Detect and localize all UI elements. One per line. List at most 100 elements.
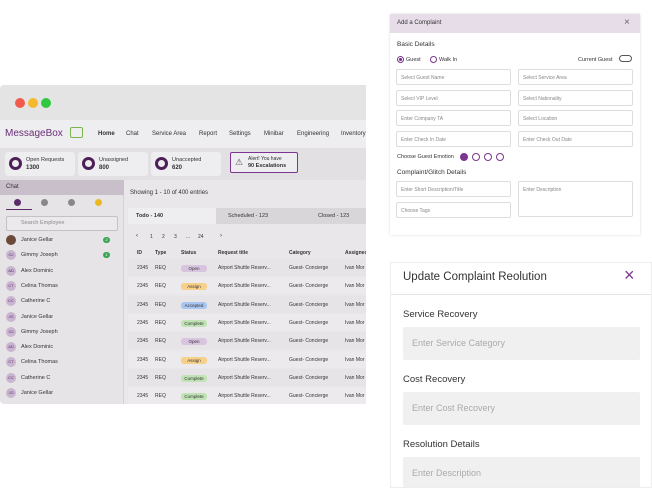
- placeholder: Choose Tags: [401, 208, 431, 214]
- nav-item[interactable]: Settings: [229, 131, 251, 137]
- input-field[interactable]: Enter Service Category: [403, 327, 640, 360]
- close-dot: [15, 98, 25, 108]
- contact-name[interactable]: Catherine C: [21, 298, 51, 305]
- status-tab[interactable]: Closed - 123: [318, 213, 350, 219]
- prev[interactable]: ‹: [136, 233, 138, 239]
- next[interactable]: ›: [220, 233, 222, 239]
- input-field[interactable]: Enter Company TA: [396, 110, 511, 127]
- cell: 2345: [137, 265, 149, 271]
- input-field[interactable]: Enter Check Out Date: [518, 131, 633, 148]
- page-number[interactable]: 2: [162, 234, 165, 240]
- contact-name[interactable]: Gimmy Joseph: [21, 328, 58, 335]
- logo: MessageBox: [5, 128, 63, 139]
- cell: REQ: [155, 393, 166, 400]
- input-field[interactable]: Enter Check In Date: [396, 131, 511, 148]
- input-field[interactable]: Select VIP Level: [396, 89, 511, 106]
- input-field[interactable]: Enter Short Description/Title: [396, 181, 511, 197]
- select-field[interactable]: Choose Tags: [396, 202, 511, 218]
- search-box: [6, 216, 118, 231]
- stat-label: Unassigned: [99, 157, 129, 163]
- alert-card[interactable]: ⚠ Alert! You have 90 Escalations: [230, 152, 298, 173]
- radio[interactable]: [397, 56, 404, 63]
- placeholder: Enter Description: [412, 468, 482, 478]
- chat-tab-icon[interactable]: [14, 199, 21, 206]
- input-field[interactable]: Select Guest Name: [396, 69, 511, 85]
- nav-item[interactable]: Minibar: [264, 131, 284, 137]
- cell: REQ: [155, 283, 166, 290]
- status-pill: Complete: [181, 319, 207, 327]
- chat-tab-icon[interactable]: [68, 199, 75, 206]
- status-tab[interactable]: Todo - 140: [136, 213, 164, 219]
- nav-item[interactable]: Chat: [126, 131, 139, 137]
- section-label: Service Recovery: [403, 309, 478, 320]
- contact-name[interactable]: Janice Gellar: [21, 390, 54, 396]
- avatar: [6, 235, 16, 245]
- nav-item[interactable]: Inventory: [341, 131, 366, 137]
- input-field[interactable]: Enter Description: [403, 457, 640, 487]
- cell: 2345: [137, 301, 149, 308]
- radio[interactable]: [430, 56, 437, 63]
- emotion-icon[interactable]: [496, 153, 504, 161]
- avatar: CT: [6, 280, 16, 291]
- nav-item[interactable]: Report: [199, 131, 218, 137]
- cell: Ivan Mor: [345, 338, 365, 345]
- placeholder: Enter Service Category: [412, 338, 506, 348]
- input-field[interactable]: Select Location: [518, 110, 633, 127]
- stat-label: Unaccepted: [172, 157, 202, 163]
- status-tab[interactable]: Scheduled - 123: [228, 213, 269, 219]
- close-icon[interactable]: ×: [624, 265, 635, 285]
- add-complaint-panel: × Add a Complaint Basic Details Guest Walk …: [390, 14, 640, 235]
- emotion-icon[interactable]: [484, 153, 492, 161]
- contact-name[interactable]: Celina Thomas: [21, 282, 58, 289]
- cell: Guest- Concierge: [289, 319, 329, 326]
- toggle[interactable]: [619, 55, 632, 62]
- cell: Ivan Mor: [345, 319, 365, 326]
- search-placeholder[interactable]: Search Employee: [21, 220, 65, 226]
- close-icon[interactable]: ×: [624, 17, 630, 28]
- section-label: Resolution Details: [403, 439, 480, 450]
- page-number[interactable]: 3: [174, 234, 177, 240]
- nav-item[interactable]: Engineering: [297, 131, 330, 137]
- placeholder: Enter Description: [523, 187, 562, 193]
- avatar: JG: [6, 311, 16, 322]
- section-label: Cost Recovery: [403, 374, 466, 385]
- page-number[interactable]: 1: [150, 234, 153, 240]
- avatar: CC: [6, 372, 16, 383]
- contact-name[interactable]: Alex Dominic: [21, 267, 54, 274]
- cell: Airport Shuttle Reserv...: [218, 319, 271, 326]
- page-number[interactable]: ...: [186, 234, 191, 240]
- cell: Ivan Mor: [345, 283, 365, 290]
- active-tab: [128, 208, 216, 224]
- avatar: AD: [6, 342, 16, 353]
- cell: 2345: [137, 393, 149, 400]
- contact-name[interactable]: Alex Dominic: [21, 344, 54, 351]
- stat-icon: [82, 157, 95, 170]
- chat-tab-icon[interactable]: [41, 199, 48, 206]
- panel-header: [390, 14, 640, 33]
- contact-name[interactable]: Celina Thomas: [21, 359, 58, 366]
- nav-bar: [0, 120, 366, 148]
- stat-value: 620: [172, 165, 183, 171]
- radio-label: Walk In: [439, 57, 458, 63]
- contact-name[interactable]: Catherine C: [21, 374, 51, 381]
- input-field[interactable]: Select Service Area: [518, 69, 633, 85]
- contact-name[interactable]: Gimmy Joseph: [21, 252, 58, 259]
- emotion-icon[interactable]: [460, 153, 468, 161]
- stat-icon: [9, 157, 22, 170]
- status-pill: Accepted: [181, 301, 207, 309]
- nav-item[interactable]: Home: [98, 131, 115, 137]
- column-header: ID: [137, 250, 142, 256]
- input-field[interactable]: Select Nationality: [518, 89, 633, 106]
- contact-name[interactable]: Janice Gellar: [21, 237, 54, 243]
- avatar: AD: [6, 265, 16, 276]
- stat-label: Open Requests: [26, 157, 65, 163]
- page-number[interactable]: 24: [198, 234, 204, 240]
- textarea[interactable]: Enter Description: [518, 181, 633, 217]
- input-field[interactable]: Enter Cost Recovery: [403, 392, 640, 425]
- nav-item[interactable]: Service Area: [152, 131, 187, 137]
- min-dot: [28, 98, 38, 108]
- emotion-icon[interactable]: [472, 153, 480, 161]
- chat-tab-icon[interactable]: [95, 199, 102, 206]
- cell: Guest- Concierge: [289, 265, 329, 271]
- contact-name[interactable]: Janice Gellar: [21, 313, 54, 320]
